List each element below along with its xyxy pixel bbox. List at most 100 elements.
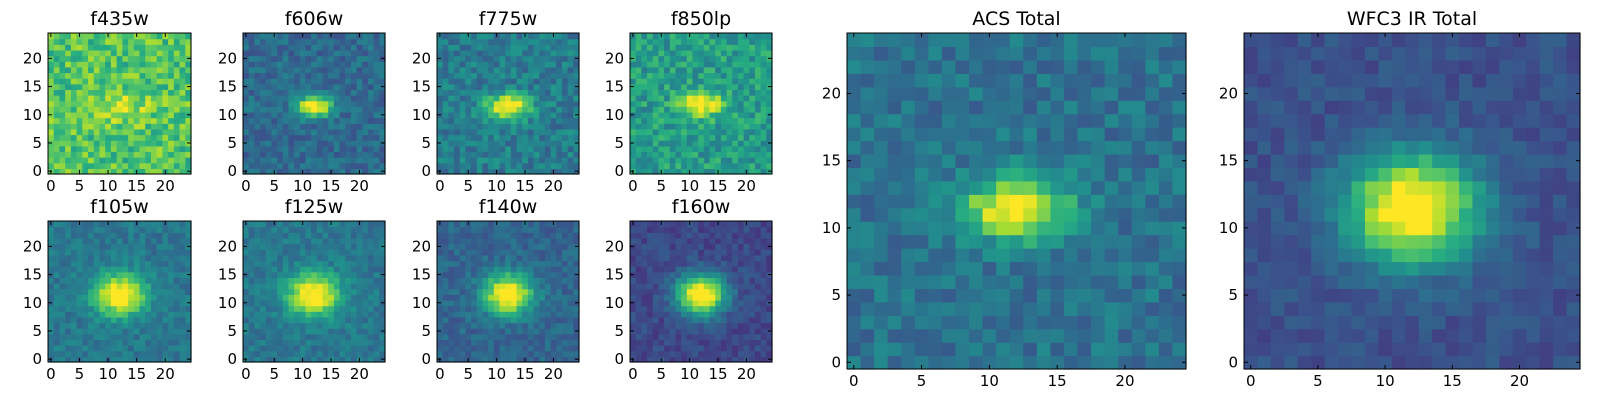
- heatmap-cell: [173, 111, 181, 119]
- heatmap-cell: [150, 72, 158, 79]
- heatmap-cell: [70, 260, 78, 267]
- heatmap-cell: [70, 111, 78, 119]
- heatmap-cell: [652, 345, 659, 352]
- heatmap-cell: [122, 49, 129, 57]
- heatmap-cell: [482, 66, 489, 74]
- heatmap-cell: [299, 140, 307, 147]
- heatmap-cell: [99, 356, 106, 363]
- heatmap-cell: [703, 38, 711, 45]
- heatmap-cell: [664, 283, 671, 290]
- heatmap-cell: [709, 316, 716, 324]
- heatmap-cell: [373, 157, 380, 164]
- heatmap-cell: [156, 168, 163, 175]
- heatmap-cell: [179, 254, 186, 262]
- heatmap-cell: [48, 157, 55, 164]
- heatmap-cell: [556, 157, 563, 164]
- heatmap-cell: [715, 294, 722, 301]
- heatmap-cell: [128, 266, 135, 273]
- heatmap-cell: [658, 95, 665, 102]
- heatmap-cell: [116, 271, 123, 278]
- heatmap-cell: [539, 44, 546, 51]
- heatmap-cell: [345, 322, 352, 329]
- heatmap-cell: [465, 266, 472, 273]
- heatmap-cell: [156, 78, 163, 85]
- heatmap-cell: [156, 128, 163, 136]
- heatmap-cell: [356, 95, 363, 102]
- heatmap-cell: [556, 299, 563, 307]
- heatmap-cell: [556, 78, 563, 85]
- heatmap-cell: [179, 78, 186, 85]
- heatmap-cell: [488, 299, 495, 307]
- heatmap-cell: [573, 305, 580, 312]
- heatmap-cell: [437, 288, 444, 295]
- heatmap-cell: [277, 55, 284, 62]
- heatmap-cell: [350, 294, 358, 301]
- heatmap-cell: [333, 232, 341, 239]
- heatmap-cell: [260, 134, 267, 141]
- heatmap-cell: [635, 328, 642, 335]
- heatmap-cell: [254, 328, 261, 335]
- heatmap-cell: [93, 83, 101, 90]
- heatmap-cell: [122, 151, 129, 158]
- heatmap-cell: [505, 151, 512, 158]
- heatmap-cell: [703, 134, 711, 141]
- heatmap-cell: [362, 350, 369, 357]
- heatmap-cell: [647, 83, 654, 90]
- heatmap-cell: [550, 266, 557, 273]
- heatmap-cell: [698, 72, 705, 79]
- heatmap-cell: [316, 168, 324, 175]
- heatmap-cell: [76, 254, 83, 262]
- heatmap-cell: [362, 168, 369, 175]
- heatmap-cell: [133, 271, 141, 278]
- heatmap-cell: [437, 260, 444, 267]
- heatmap-cell: [156, 283, 163, 290]
- heatmap-cell: [93, 266, 101, 273]
- heatmap-cell: [328, 316, 335, 324]
- heatmap-cell: [110, 322, 118, 329]
- heatmap-cell: [499, 162, 506, 169]
- heatmap-cell: [345, 305, 352, 312]
- heatmap-cell: [65, 226, 72, 233]
- heatmap-cell: [299, 226, 307, 233]
- heatmap-cell: [179, 128, 186, 136]
- heatmap-cell: [465, 316, 472, 324]
- heatmap-cell: [156, 350, 163, 357]
- heatmap-cell: [692, 151, 699, 158]
- heatmap-cell: [658, 277, 665, 284]
- heatmap-cell: [652, 95, 659, 102]
- heatmap-cell: [476, 49, 484, 57]
- heatmap-cell: [522, 328, 529, 335]
- heatmap-cell: [476, 322, 484, 329]
- heatmap-cell: [70, 157, 78, 164]
- heatmap-cell: [482, 33, 489, 40]
- heatmap-cell: [527, 221, 535, 228]
- heatmap-cell: [70, 288, 78, 295]
- heatmap-cell: [328, 237, 335, 245]
- heatmap-cell: [350, 221, 358, 228]
- heatmap-cell: [533, 266, 540, 273]
- heatmap-cell: [641, 316, 648, 324]
- heatmap-cell: [277, 145, 284, 153]
- heatmap-cell: [110, 221, 118, 228]
- heatmap-cell: [760, 55, 767, 62]
- heatmap-cell: [110, 266, 118, 273]
- heatmap-cell: [185, 288, 192, 295]
- heatmap-cell: [726, 151, 733, 158]
- heatmap-cell: [482, 106, 489, 113]
- heatmap-cell: [185, 106, 192, 113]
- heatmap-cell: [128, 151, 135, 158]
- heatmap-cell: [373, 66, 380, 74]
- heatmap-cell: [345, 49, 352, 57]
- heatmap-cell: [53, 339, 61, 346]
- heatmap-cell: [105, 72, 112, 79]
- heatmap-cell: [692, 162, 699, 169]
- heatmap-cell: [647, 328, 654, 335]
- heatmap-cell: [248, 277, 255, 284]
- heatmap-cell: [488, 339, 495, 346]
- heatmap-cell: [715, 83, 722, 90]
- heatmap-cell: [105, 140, 112, 147]
- heatmap-cell: [311, 237, 318, 245]
- heatmap-cell: [459, 294, 466, 301]
- heatmap-cell: [561, 38, 569, 45]
- heatmap-cell: [265, 305, 272, 312]
